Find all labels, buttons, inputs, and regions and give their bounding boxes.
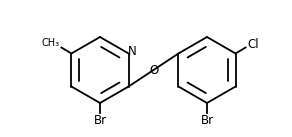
Text: O: O	[149, 65, 158, 78]
Text: Br: Br	[200, 115, 213, 128]
Text: CH₃: CH₃	[41, 38, 60, 48]
Text: Cl: Cl	[248, 38, 259, 51]
Text: Br: Br	[93, 115, 107, 128]
Text: N: N	[128, 45, 137, 58]
